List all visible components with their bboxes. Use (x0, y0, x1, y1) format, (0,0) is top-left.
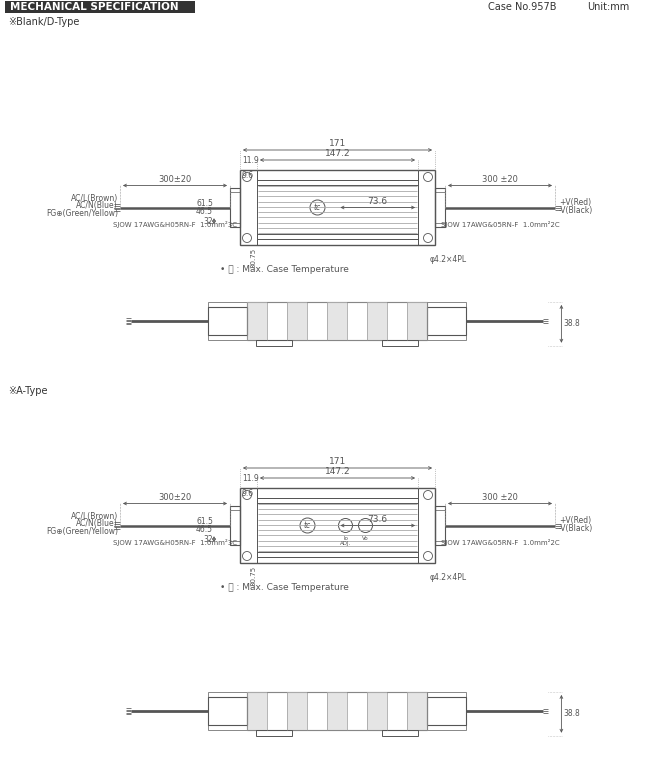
Text: 46.5: 46.5 (196, 207, 213, 216)
Text: 32: 32 (204, 217, 213, 226)
Text: tc: tc (304, 521, 311, 530)
Bar (407, 302, 427, 340)
Bar (230, 188, 240, 227)
Bar (257, 552, 418, 557)
Text: 300 ±20: 300 ±20 (482, 174, 518, 183)
Bar (5, 1, 195, 13)
Text: SJOW 17AWG&05RN-F  1.0mm²2C: SJOW 17AWG&05RN-F 1.0mm²2C (441, 538, 559, 546)
Bar (247, 692, 427, 730)
Bar (208, 307, 247, 335)
Text: 300±20: 300±20 (158, 174, 192, 183)
Text: 73.6: 73.6 (368, 514, 388, 524)
Bar (427, 307, 466, 335)
Text: 30.75: 30.75 (250, 248, 256, 268)
Text: MECHANICAL SPECIFICATION: MECHANICAL SPECIFICATION (10, 2, 179, 12)
Text: 11.9: 11.9 (242, 474, 259, 483)
Text: 32: 32 (204, 534, 213, 544)
Bar (256, 730, 292, 736)
Text: SJOW 17AWG&H05RN-F  1.0mm²3C: SJOW 17AWG&H05RN-F 1.0mm²3C (113, 538, 237, 546)
Bar (208, 302, 466, 340)
Bar (257, 239, 418, 245)
Text: 11.9: 11.9 (242, 156, 259, 165)
Bar (287, 692, 307, 730)
Bar (257, 170, 418, 180)
Text: -V(Black): -V(Black) (559, 206, 593, 215)
Text: 147.2: 147.2 (325, 149, 350, 158)
Bar (382, 340, 418, 345)
Bar (257, 234, 418, 239)
Bar (327, 302, 347, 340)
Text: φ4.2×4PL: φ4.2×4PL (430, 255, 467, 264)
Text: SJOW 17AWG&H05RN-F  1.0mm²3C: SJOW 17AWG&H05RN-F 1.0mm²3C (113, 221, 237, 227)
Text: AC/N(Blue): AC/N(Blue) (76, 519, 118, 528)
Bar (208, 697, 247, 726)
Text: 61.5: 61.5 (196, 517, 213, 526)
Bar (247, 302, 267, 340)
Text: 147.2: 147.2 (325, 467, 350, 476)
Text: 61.5: 61.5 (196, 199, 213, 208)
Text: • Ⓢ : Max. Case Temperature: • Ⓢ : Max. Case Temperature (220, 265, 349, 274)
Text: φ4.2×4PL: φ4.2×4PL (430, 573, 467, 582)
Text: FG⊕(Green/Yellow): FG⊕(Green/Yellow) (46, 209, 118, 218)
Bar (247, 692, 267, 730)
Bar (382, 730, 418, 736)
Bar (257, 498, 418, 503)
Text: 38.8: 38.8 (563, 709, 580, 719)
Bar (435, 188, 445, 227)
Text: AC/L(Brown): AC/L(Brown) (71, 194, 118, 203)
Text: 30.75: 30.75 (250, 566, 256, 586)
Bar (367, 302, 387, 340)
Text: Case No.957B: Case No.957B (488, 2, 557, 12)
Text: 171: 171 (329, 139, 346, 148)
Text: AC/L(Brown): AC/L(Brown) (71, 512, 118, 521)
Bar (256, 340, 292, 345)
Text: Vo: Vo (362, 536, 369, 540)
Text: 46.5: 46.5 (196, 525, 213, 534)
Text: 73.6: 73.6 (368, 197, 388, 206)
Bar (407, 692, 427, 730)
Text: -V(Black): -V(Black) (559, 524, 593, 533)
Bar (208, 692, 466, 730)
Text: • Ⓢ : Max. Case Temperature: • Ⓢ : Max. Case Temperature (220, 583, 349, 592)
Text: tc: tc (314, 203, 321, 212)
Text: +V(Red): +V(Red) (559, 516, 591, 525)
Bar (427, 697, 466, 726)
Bar (327, 692, 347, 730)
Text: 9.6: 9.6 (242, 489, 254, 498)
Bar (257, 180, 418, 185)
Bar (257, 488, 418, 498)
Text: ※A-Type: ※A-Type (8, 386, 48, 396)
Text: 300±20: 300±20 (158, 493, 192, 501)
Bar (367, 692, 387, 730)
Text: 38.8: 38.8 (563, 319, 580, 328)
Text: AC/N(Blue): AC/N(Blue) (76, 201, 118, 210)
Text: 171: 171 (329, 457, 346, 466)
Text: Io
ADJ.: Io ADJ. (340, 536, 351, 547)
Text: FG⊕(Green/Yellow): FG⊕(Green/Yellow) (46, 527, 118, 536)
Text: Unit:mm: Unit:mm (587, 2, 629, 12)
Text: 9.6: 9.6 (242, 171, 254, 180)
Text: ※Blank/D-Type: ※Blank/D-Type (8, 17, 79, 27)
Bar (240, 170, 435, 245)
Text: +V(Red): +V(Red) (559, 198, 591, 207)
Text: 300 ±20: 300 ±20 (482, 493, 518, 501)
Bar (240, 488, 435, 563)
Bar (230, 506, 240, 545)
Bar (247, 302, 427, 340)
Bar (435, 506, 445, 545)
Bar (257, 557, 418, 563)
Bar (287, 302, 307, 340)
Text: SJOW 17AWG&05RN-F  1.0mm²2C: SJOW 17AWG&05RN-F 1.0mm²2C (441, 221, 559, 227)
